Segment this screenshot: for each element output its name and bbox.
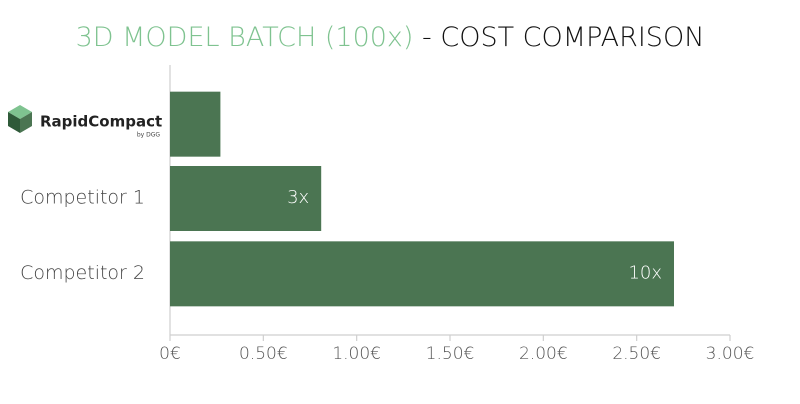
x-tick-label: 3.00€ [706,344,755,364]
logo-text: RapidCompact [40,113,162,131]
bar-note: 3x [287,187,309,208]
category-label: Competitor 1 [20,187,145,209]
chart-title: 3D MODEL BATCH (100x) - COST COMPARISON [76,22,705,53]
x-tick-label: 0€ [159,344,181,364]
category-label: Competitor 2 [20,262,145,284]
x-tick-label: 2.50€ [612,344,661,364]
x-tick-label: 0.50€ [239,344,288,364]
title-part: 3D MODEL BATCH (100x) [76,22,414,53]
x-tick-label: 2.00€ [519,344,568,364]
bar-note: 10x [628,262,662,283]
x-tick-label: 1.00€ [332,344,381,364]
bar [170,241,674,307]
bar [170,166,322,231]
logo-subtitle: by DGG [137,132,161,139]
logo-icon [8,105,32,133]
bar [170,91,221,157]
x-tick-label: 1.50€ [426,344,475,364]
title-part: - COST COMPARISON [413,22,704,53]
